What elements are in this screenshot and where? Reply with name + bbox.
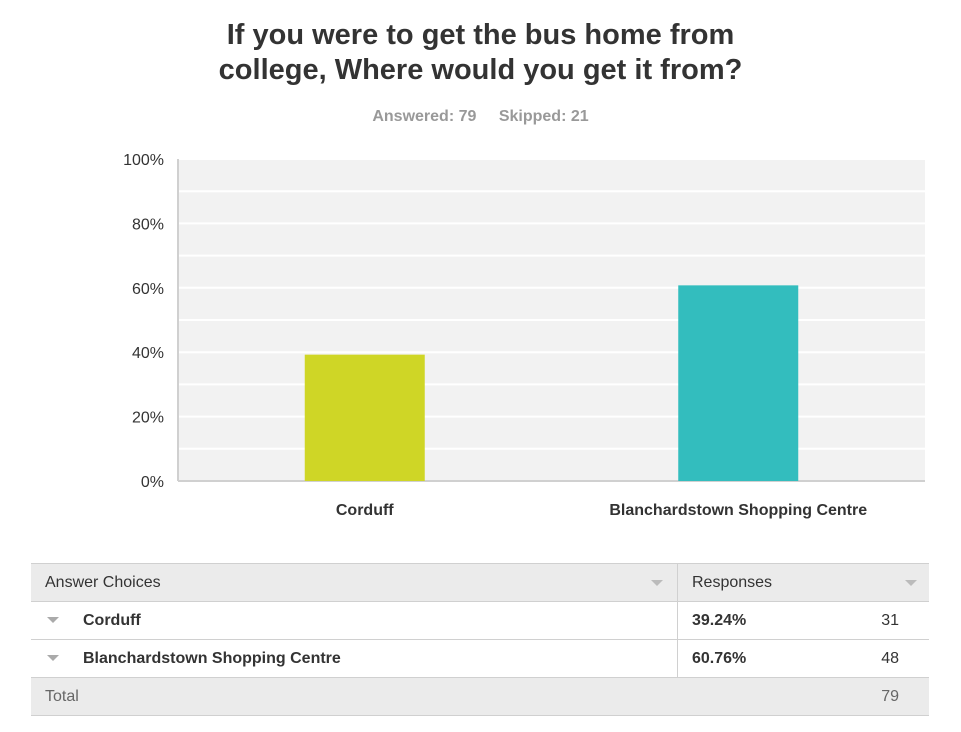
response-stats: Answered: 79 Skipped: 21	[0, 108, 961, 126]
response-count: 31	[842, 601, 929, 640]
sort-caret-icon[interactable]	[905, 580, 917, 586]
sort-caret-icon[interactable]	[651, 580, 663, 586]
bar-chart: 0% 20% 40% 60% 80% 100% Corduff Blanchardstown …	[123, 152, 925, 519]
answer-choice-label: Corduff	[83, 611, 141, 629]
answer-choice-cell: Corduff	[31, 601, 678, 640]
answer-choices-header-label: Answer Choices	[45, 573, 161, 591]
bar-0	[304, 354, 425, 481]
title-line-2: college, Where would you get it from?	[218, 54, 743, 86]
answer-choice-label: Blanchardstown Shopping Centre	[83, 649, 341, 667]
response-percent: 60.76%	[677, 639, 842, 678]
y-tick-label: 80%	[132, 216, 164, 233]
title-line-1: If you were to get the bus home from	[226, 19, 735, 51]
y-tick-label: 20%	[132, 410, 164, 427]
y-tick-label: 0%	[141, 474, 164, 491]
bar-1	[678, 285, 799, 481]
answer-choices-header[interactable]: Answer Choices	[31, 563, 678, 602]
responses-table: Answer Choices Responses Corduff 39.24% …	[31, 563, 929, 716]
y-tick-label: 100%	[123, 152, 164, 169]
skipped-count: Skipped: 21	[498, 108, 589, 125]
total-row: Total 79	[31, 677, 929, 716]
responses-header[interactable]: Responses	[677, 563, 929, 602]
table-header-row: Answer Choices Responses	[31, 563, 929, 602]
total-count: 79	[842, 677, 929, 716]
y-tick-label: 40%	[132, 345, 164, 362]
answer-choice-cell: Blanchardstown Shopping Centre	[31, 639, 678, 678]
expand-caret-icon[interactable]	[47, 655, 59, 662]
responses-header-label: Responses	[692, 573, 773, 591]
x-category-label: Blanchardstown Shopping Centre	[609, 502, 867, 519]
question-title: If you were to get the bus home from col…	[0, 18, 961, 88]
answered-count: Answered: 79	[372, 108, 477, 125]
response-percent: 39.24%	[677, 601, 842, 640]
x-category-label: Corduff	[336, 502, 394, 519]
expand-caret-icon[interactable]	[47, 617, 59, 624]
y-tick-label: 60%	[132, 281, 164, 298]
table-row: Corduff 39.24% 31	[31, 601, 929, 640]
response-count: 48	[842, 639, 929, 678]
table-row: Blanchardstown Shopping Centre 60.76% 48	[31, 639, 929, 678]
total-label: Total	[31, 677, 678, 716]
